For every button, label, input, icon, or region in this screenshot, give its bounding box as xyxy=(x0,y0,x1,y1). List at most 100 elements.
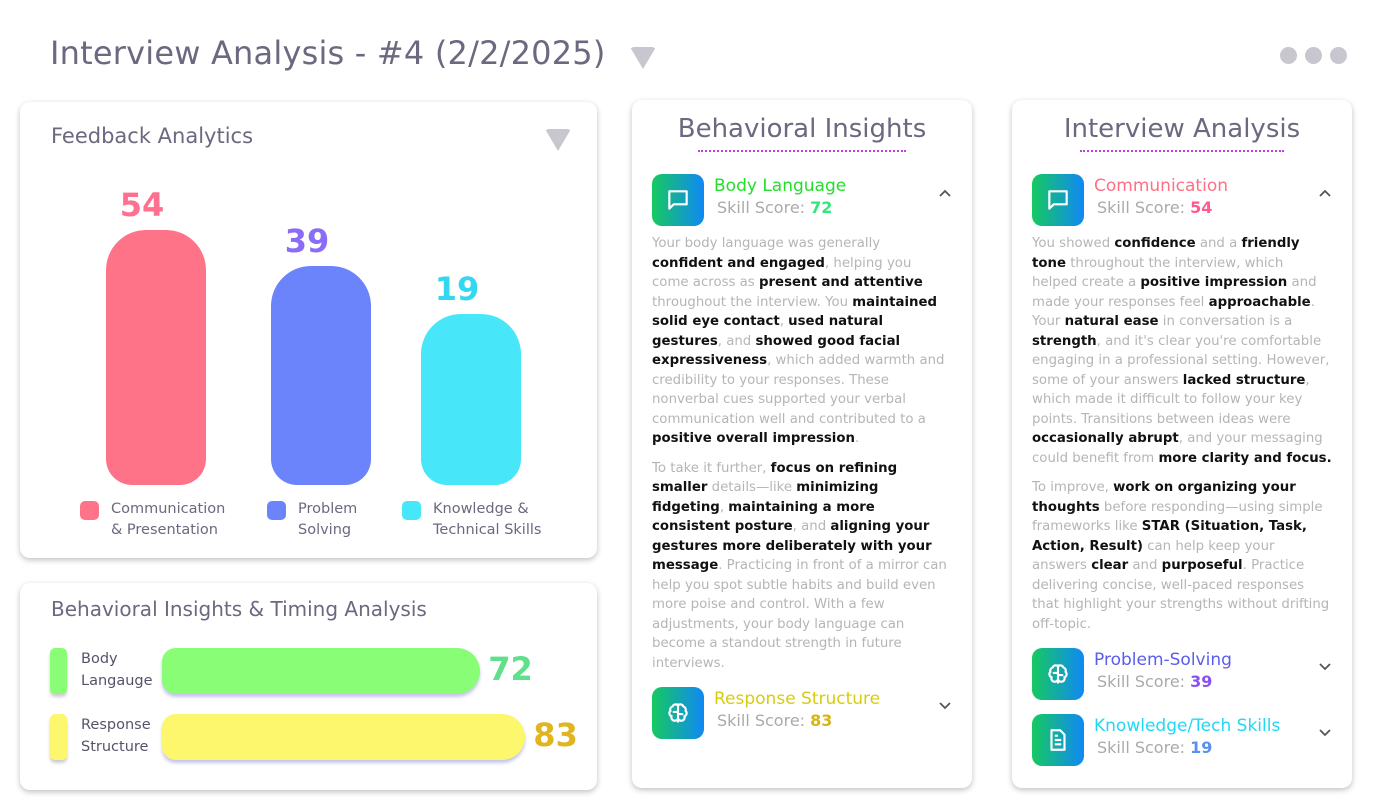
skill-name: Response Structure xyxy=(714,689,881,709)
skill-score: Skill Score: 19 xyxy=(1097,737,1280,759)
text: , xyxy=(719,499,729,515)
feedback-paragraph: To improve, work on organizing your thou… xyxy=(1032,478,1332,634)
highlight-text: lacked structure xyxy=(1182,372,1306,388)
text: , and it's clear you're comfortable enga… xyxy=(1032,333,1330,388)
bar-value-label: 19 xyxy=(434,270,480,309)
legend-swatch xyxy=(50,648,67,694)
skill-name: Problem-Solving xyxy=(1094,650,1232,670)
triangle-down-icon[interactable] xyxy=(630,47,656,69)
skill-section-knowledge-tech-skills[interactable]: Knowledge/Tech Skills Skill Score: 19 xyxy=(1032,714,1332,766)
text: details—like xyxy=(707,480,797,495)
legend-item: Communication & Presentation xyxy=(80,499,225,541)
skill-score-value: 83 xyxy=(810,711,833,730)
card-title: Behavioral Insights & Timing Analysis xyxy=(51,597,427,621)
chat-bubble-icon xyxy=(652,174,704,226)
highlight-text: maintaining a more consistent posture xyxy=(652,499,875,535)
behavioral-insights-panel: Behavioral Insights Body Language Skill S… xyxy=(632,100,972,788)
legend-label: Communication xyxy=(111,501,226,517)
feedback-paragraph: To take it further, focus on refining sm… xyxy=(652,459,952,674)
highlight-text: positive overall impression xyxy=(652,431,855,446)
legend-label: Solving xyxy=(298,522,352,538)
chat-bubble-icon xyxy=(1032,174,1084,226)
highlight-text: confidence xyxy=(1114,236,1196,251)
text: and made your responses feel xyxy=(1032,275,1317,310)
panel-title: Behavioral Insights xyxy=(677,114,927,144)
bar-value-label: 72 xyxy=(488,650,533,688)
hbar-1 xyxy=(162,714,526,760)
bar-label-line: Structure xyxy=(81,739,149,755)
skill-score: Skill Score: 54 xyxy=(1097,197,1228,219)
text: , xyxy=(779,314,789,329)
legend-item: Problem Solving xyxy=(267,499,357,541)
highlight-text: approachable xyxy=(1208,294,1311,310)
text: , and your messaging could benefit from xyxy=(1032,431,1323,466)
legend-swatch xyxy=(50,714,67,760)
chevron-down-icon[interactable] xyxy=(1318,726,1332,742)
skill-name: Communication xyxy=(1094,176,1228,196)
chevron-down-icon[interactable] xyxy=(938,699,952,715)
legend-label: Knowledge & xyxy=(433,501,529,517)
skill-score-label: Skill Score: xyxy=(1097,198,1186,217)
feedback-analytics-card: Feedback Analytics 54 39 19 Communication &… xyxy=(20,102,597,558)
text: You showed xyxy=(1032,236,1115,251)
highlight-text: aligning your gestures more deliberately… xyxy=(652,519,932,573)
highlight-text: STAR (Situation, Task, Action, Result) xyxy=(1032,519,1307,554)
highlight-text: more clarity and focus. xyxy=(1158,450,1332,466)
chevron-up-icon[interactable] xyxy=(938,186,952,202)
skill-feedback-text: You showed confidence and a friendly ton… xyxy=(1032,234,1332,634)
card-title: Feedback Analytics xyxy=(51,124,254,148)
text: To take it further, xyxy=(652,460,771,476)
text: can help keep your answers xyxy=(1032,538,1275,574)
text: . xyxy=(854,431,860,446)
highlight-text: purposeful xyxy=(1161,558,1243,573)
skill-score-value: 54 xyxy=(1190,198,1213,217)
text: , helping you come across as xyxy=(652,255,912,291)
text: throughout the interview. You xyxy=(652,294,853,310)
highlight-text: natural ease xyxy=(1064,314,1159,329)
text: , which made it difficult to follow your… xyxy=(1032,372,1310,427)
bar-label-line: Body xyxy=(81,651,118,667)
triangle-down-icon[interactable] xyxy=(545,129,571,151)
skill-score-label: Skill Score: xyxy=(1097,738,1186,757)
bar-value-label: 39 xyxy=(284,222,330,261)
interview-analysis-panel: Interview Analysis Communication Skill Sc… xyxy=(1012,100,1352,788)
skill-section-response-structure[interactable]: Response Structure Skill Score: 83 xyxy=(652,687,952,739)
feedback-paragraph: You showed confidence and a friendly ton… xyxy=(1032,234,1332,468)
bar-label: Response Structure xyxy=(81,714,151,758)
text: and a xyxy=(1195,236,1242,251)
highlight-text: present and attentive xyxy=(758,275,923,290)
brain-icon xyxy=(1032,648,1084,700)
highlight-text: positive impression xyxy=(1140,275,1288,290)
text: in conversation is a xyxy=(1158,314,1293,329)
text: , and xyxy=(792,519,831,534)
bar-value-label: 54 xyxy=(119,186,165,225)
legend-swatch xyxy=(267,501,286,520)
legend-swatch xyxy=(80,501,99,520)
skill-score: Skill Score: 39 xyxy=(1097,671,1232,693)
page-title: Interview Analysis - #4 (2/2/2025) xyxy=(50,34,606,72)
skill-section-problem-solving[interactable]: Problem-Solving Skill Score: 39 xyxy=(1032,648,1332,700)
skill-score-value: 19 xyxy=(1190,738,1213,757)
text: . Practicing in front of a mirror can he… xyxy=(652,558,947,671)
text: , which added warmth and credibility to … xyxy=(652,353,945,427)
highlight-text: showed good facial expressiveness xyxy=(652,333,901,369)
bar-1 xyxy=(271,266,371,485)
text: . Your xyxy=(1032,294,1315,330)
highlight-text: focus on refining smaller xyxy=(652,460,898,496)
highlight-text: occasionally abrupt xyxy=(1032,431,1179,446)
highlight-text: confident and engaged xyxy=(652,255,825,271)
more-dots-icon[interactable] xyxy=(1280,47,1347,64)
legend-item: Knowledge & Technical Skills xyxy=(402,499,541,541)
bar-label-line: Response xyxy=(81,717,151,733)
chevron-down-icon[interactable] xyxy=(1318,660,1332,676)
highlight-text: used natural gestures xyxy=(652,314,884,349)
document-icon xyxy=(1032,714,1084,766)
skill-score: Skill Score: 72 xyxy=(717,197,846,219)
bar-label-line: Langauge xyxy=(81,673,153,689)
skill-section-communication[interactable]: Communication Skill Score: 54 xyxy=(1032,174,1332,226)
bar-0 xyxy=(106,230,206,485)
chevron-up-icon[interactable] xyxy=(1318,186,1332,202)
skill-section-body-language[interactable]: Body Language Skill Score: 72 xyxy=(652,174,952,226)
highlight-text: work on organizing your thoughts xyxy=(1032,480,1296,515)
skill-name: Body Language xyxy=(714,176,847,196)
